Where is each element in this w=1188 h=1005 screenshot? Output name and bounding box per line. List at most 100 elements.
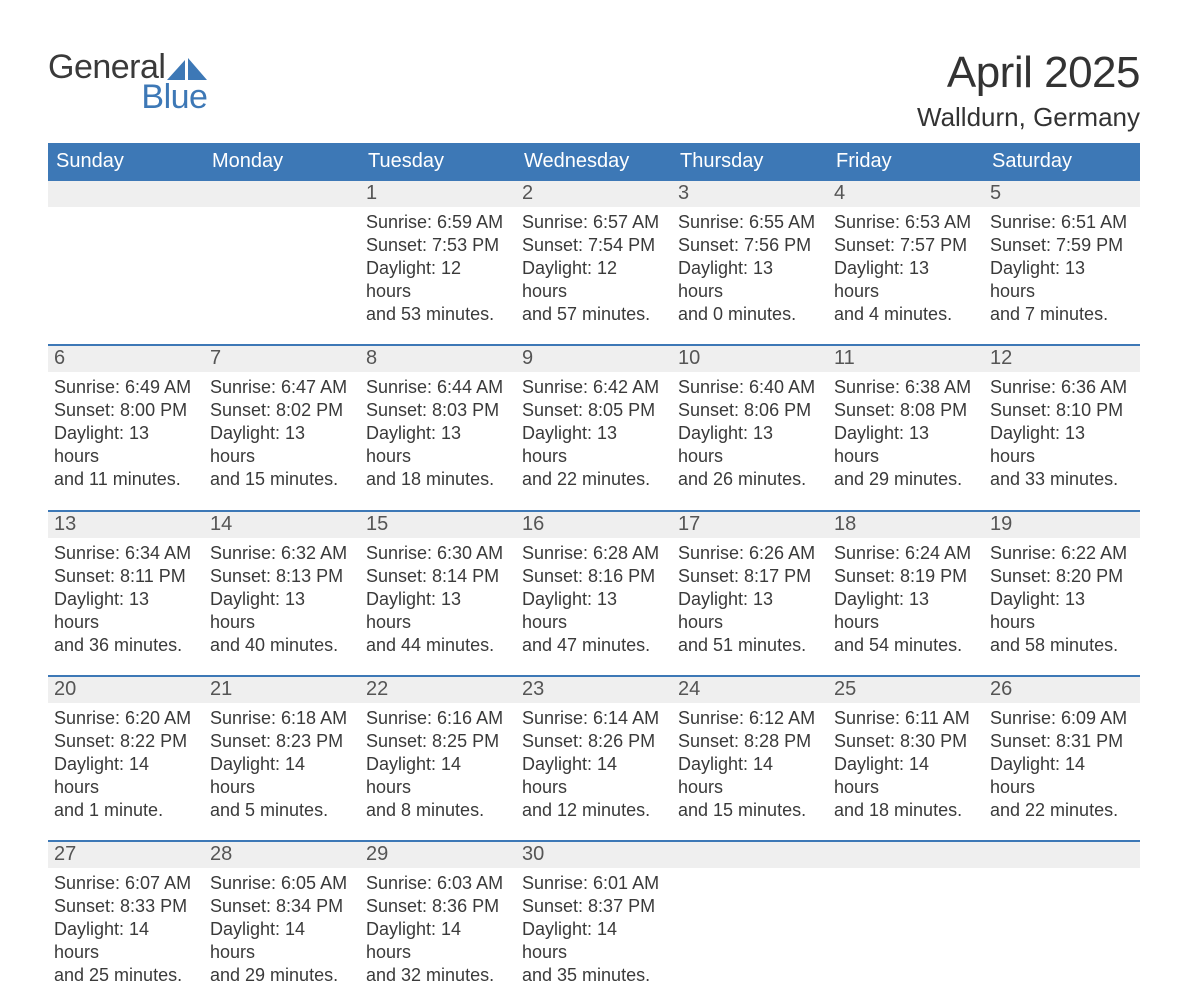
day-detail-line: Sunrise: 6:32 AM bbox=[210, 542, 354, 565]
page-title: April 2025 bbox=[917, 50, 1140, 96]
calendar-day: 30Sunrise: 6:01 AMSunset: 8:37 PMDayligh… bbox=[516, 842, 672, 1005]
day-detail-line: Daylight: 14 hours bbox=[366, 918, 510, 964]
day-number: 28 bbox=[204, 842, 360, 868]
day-detail-line: Daylight: 13 hours bbox=[834, 257, 978, 303]
day-detail-line: and 58 minutes. bbox=[990, 634, 1134, 657]
day-details: Sunrise: 6:49 AMSunset: 8:00 PMDaylight:… bbox=[48, 372, 204, 491]
day-detail-line: and 0 minutes. bbox=[678, 303, 822, 326]
day-detail-line: Daylight: 13 hours bbox=[54, 422, 198, 468]
day-number: 25 bbox=[828, 677, 984, 703]
day-detail-line: and 4 minutes. bbox=[834, 303, 978, 326]
day-details: Sunrise: 6:28 AMSunset: 8:16 PMDaylight:… bbox=[516, 538, 672, 657]
calendar-day: 7Sunrise: 6:47 AMSunset: 8:02 PMDaylight… bbox=[204, 346, 360, 509]
day-number: 17 bbox=[672, 512, 828, 538]
day-detail-line: Sunrise: 6:22 AM bbox=[990, 542, 1134, 565]
day-detail-line: Sunset: 8:20 PM bbox=[990, 565, 1134, 588]
day-details bbox=[828, 868, 984, 872]
day-detail-line: Sunrise: 6:47 AM bbox=[210, 376, 354, 399]
day-number: 7 bbox=[204, 346, 360, 372]
day-details: Sunrise: 6:42 AMSunset: 8:05 PMDaylight:… bbox=[516, 372, 672, 491]
day-detail-line: and 57 minutes. bbox=[522, 303, 666, 326]
day-detail-line: Sunrise: 6:16 AM bbox=[366, 707, 510, 730]
day-detail-line: Sunrise: 6:59 AM bbox=[366, 211, 510, 234]
day-detail-line: Sunrise: 6:09 AM bbox=[990, 707, 1134, 730]
day-number: 10 bbox=[672, 346, 828, 372]
calendar-day: 6Sunrise: 6:49 AMSunset: 8:00 PMDaylight… bbox=[48, 346, 204, 509]
day-details: Sunrise: 6:20 AMSunset: 8:22 PMDaylight:… bbox=[48, 703, 204, 822]
day-details bbox=[204, 207, 360, 211]
calendar-day: 25Sunrise: 6:11 AMSunset: 8:30 PMDayligh… bbox=[828, 677, 984, 840]
day-detail-line: Daylight: 13 hours bbox=[54, 588, 198, 634]
day-detail-line: Sunset: 8:17 PM bbox=[678, 565, 822, 588]
day-detail-line: Daylight: 13 hours bbox=[990, 422, 1134, 468]
day-detail-line: Daylight: 14 hours bbox=[678, 753, 822, 799]
day-number: 8 bbox=[360, 346, 516, 372]
day-detail-line: Daylight: 14 hours bbox=[522, 918, 666, 964]
calendar-day: 11Sunrise: 6:38 AMSunset: 8:08 PMDayligh… bbox=[828, 346, 984, 509]
day-detail-line: Daylight: 14 hours bbox=[522, 753, 666, 799]
day-number: 6 bbox=[48, 346, 204, 372]
day-detail-line: Sunset: 7:56 PM bbox=[678, 234, 822, 257]
day-detail-line: Daylight: 13 hours bbox=[678, 257, 822, 303]
day-detail-line: Sunset: 8:14 PM bbox=[366, 565, 510, 588]
day-detail-line: Daylight: 13 hours bbox=[678, 422, 822, 468]
day-details: Sunrise: 6:55 AMSunset: 7:56 PMDaylight:… bbox=[672, 207, 828, 326]
day-details: Sunrise: 6:26 AMSunset: 8:17 PMDaylight:… bbox=[672, 538, 828, 657]
day-detail-line: Daylight: 12 hours bbox=[366, 257, 510, 303]
day-detail-line: Sunrise: 6:05 AM bbox=[210, 872, 354, 895]
day-detail-line: Sunset: 8:02 PM bbox=[210, 399, 354, 422]
day-number: 30 bbox=[516, 842, 672, 868]
day-detail-line: Daylight: 13 hours bbox=[990, 257, 1134, 303]
day-details: Sunrise: 6:30 AMSunset: 8:14 PMDaylight:… bbox=[360, 538, 516, 657]
day-detail-line: Sunset: 8:10 PM bbox=[990, 399, 1134, 422]
day-number: 16 bbox=[516, 512, 672, 538]
calendar-day: 18Sunrise: 6:24 AMSunset: 8:19 PMDayligh… bbox=[828, 512, 984, 675]
day-detail-line: Sunrise: 6:20 AM bbox=[54, 707, 198, 730]
day-detail-line: and 18 minutes. bbox=[834, 799, 978, 822]
day-detail-line: Daylight: 14 hours bbox=[990, 753, 1134, 799]
day-number: 24 bbox=[672, 677, 828, 703]
day-detail-line: and 18 minutes. bbox=[366, 468, 510, 491]
day-detail-line: Sunrise: 6:53 AM bbox=[834, 211, 978, 234]
day-number: 1 bbox=[360, 181, 516, 207]
day-detail-line: and 47 minutes. bbox=[522, 634, 666, 657]
day-detail-line: Daylight: 13 hours bbox=[834, 588, 978, 634]
day-detail-line: and 32 minutes. bbox=[366, 964, 510, 987]
day-detail-line: Sunrise: 6:42 AM bbox=[522, 376, 666, 399]
day-detail-line: and 8 minutes. bbox=[366, 799, 510, 822]
day-detail-line: Sunset: 8:33 PM bbox=[54, 895, 198, 918]
calendar-day: 28Sunrise: 6:05 AMSunset: 8:34 PMDayligh… bbox=[204, 842, 360, 1005]
day-number: 29 bbox=[360, 842, 516, 868]
calendar-day: 29Sunrise: 6:03 AMSunset: 8:36 PMDayligh… bbox=[360, 842, 516, 1005]
day-number bbox=[984, 842, 1140, 868]
day-details: Sunrise: 6:36 AMSunset: 8:10 PMDaylight:… bbox=[984, 372, 1140, 491]
day-details: Sunrise: 6:03 AMSunset: 8:36 PMDaylight:… bbox=[360, 868, 516, 987]
calendar-day: 24Sunrise: 6:12 AMSunset: 8:28 PMDayligh… bbox=[672, 677, 828, 840]
day-detail-line: and 36 minutes. bbox=[54, 634, 198, 657]
day-detail-line: Sunset: 8:25 PM bbox=[366, 730, 510, 753]
day-detail-line: Sunrise: 6:30 AM bbox=[366, 542, 510, 565]
day-number bbox=[48, 181, 204, 207]
day-detail-line: Daylight: 13 hours bbox=[210, 588, 354, 634]
column-header-thursday: Thursday bbox=[672, 143, 828, 181]
day-detail-line: Sunrise: 6:34 AM bbox=[54, 542, 198, 565]
day-number: 27 bbox=[48, 842, 204, 868]
day-detail-line: Sunset: 8:05 PM bbox=[522, 399, 666, 422]
page-heading: April 2025 Walldurn, Germany bbox=[917, 50, 1140, 133]
day-number: 26 bbox=[984, 677, 1140, 703]
day-detail-line: Sunrise: 6:57 AM bbox=[522, 211, 666, 234]
day-detail-line: Daylight: 13 hours bbox=[522, 588, 666, 634]
day-number: 5 bbox=[984, 181, 1140, 207]
day-number: 12 bbox=[984, 346, 1140, 372]
day-detail-line: Sunset: 7:54 PM bbox=[522, 234, 666, 257]
day-detail-line: Sunrise: 6:14 AM bbox=[522, 707, 666, 730]
day-detail-line: and 5 minutes. bbox=[210, 799, 354, 822]
calendar-day: 22Sunrise: 6:16 AMSunset: 8:25 PMDayligh… bbox=[360, 677, 516, 840]
day-detail-line: and 35 minutes. bbox=[522, 964, 666, 987]
calendar-day: 19Sunrise: 6:22 AMSunset: 8:20 PMDayligh… bbox=[984, 512, 1140, 675]
day-detail-line: and 25 minutes. bbox=[54, 964, 198, 987]
day-details: Sunrise: 6:18 AMSunset: 8:23 PMDaylight:… bbox=[204, 703, 360, 822]
calendar-day bbox=[828, 842, 984, 1005]
day-detail-line: and 40 minutes. bbox=[210, 634, 354, 657]
day-detail-line: Daylight: 14 hours bbox=[366, 753, 510, 799]
